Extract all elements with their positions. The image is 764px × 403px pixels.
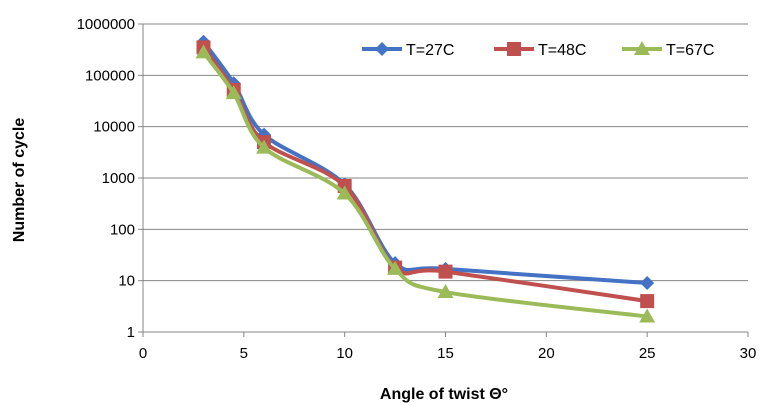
axes	[138, 23, 749, 337]
legend: T=27C T=48C T=67C	[362, 41, 714, 59]
data-point	[256, 139, 272, 154]
y-tick-label: 10000	[93, 119, 135, 136]
x-tick-label: 15	[437, 345, 454, 362]
legend-marker	[507, 42, 521, 56]
series-T=27C	[196, 34, 655, 291]
series-group	[195, 34, 656, 323]
legend-entry: T=48C	[494, 42, 586, 59]
y-tick-label: 100	[110, 221, 135, 238]
y-tick-label: 1000	[102, 170, 135, 187]
y-tick-labels: 1 10 100 1000 10000 100000 1000000	[77, 16, 135, 341]
legend-entry: T=67C	[622, 41, 714, 59]
y-axis-label: Number of cycle	[11, 118, 28, 243]
data-point	[640, 276, 655, 291]
data-point	[640, 294, 655, 309]
y-tick-label: 10	[118, 273, 135, 290]
x-tick-label: 5	[240, 345, 248, 362]
x-tick-label: 20	[538, 345, 555, 362]
series-line	[201, 45, 650, 304]
data-point	[639, 308, 656, 323]
series-line	[201, 39, 650, 286]
x-tick-label: 10	[336, 345, 353, 362]
legend-marker	[375, 42, 389, 56]
data-point	[438, 264, 453, 279]
series-T=67C	[195, 44, 656, 323]
x-tick-labels: 0 5 10 15 20 25 30	[139, 345, 757, 362]
legend-marker	[634, 41, 650, 55]
data-point	[336, 185, 353, 200]
y-tick-label: 1000000	[77, 16, 135, 33]
x-tick-label: 25	[639, 345, 656, 362]
data-point	[387, 260, 404, 275]
series-line	[201, 50, 650, 319]
gridlines	[143, 23, 748, 282]
y-tick-label: 1	[127, 324, 135, 341]
x-axis-label: Angle of twist Θ°	[380, 386, 508, 403]
x-tick-label: 30	[740, 345, 757, 362]
legend-label: T=48C	[538, 42, 586, 59]
legend-label: T=27C	[406, 42, 454, 59]
x-tick-label: 0	[139, 345, 147, 362]
legend-entry: T=27C	[362, 42, 454, 59]
data-point	[195, 44, 212, 59]
legend-label: T=67C	[666, 42, 714, 59]
data-point	[225, 85, 242, 100]
y-tick-label: 100000	[85, 67, 135, 84]
data-point	[437, 284, 454, 299]
